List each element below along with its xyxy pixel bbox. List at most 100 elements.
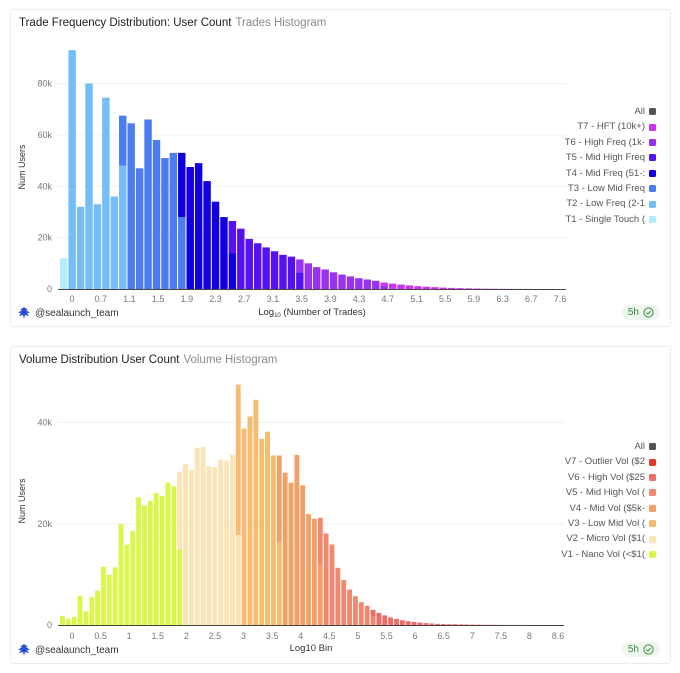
histogram-bar-segment[interactable] xyxy=(228,220,237,254)
histogram-bar[interactable] xyxy=(89,597,95,625)
histogram-bar[interactable] xyxy=(490,288,498,290)
histogram-bar[interactable] xyxy=(237,228,245,289)
histogram-bar[interactable] xyxy=(71,616,77,625)
histogram-bar[interactable] xyxy=(279,254,287,289)
author-handle[interactable]: @sealaunch_team xyxy=(17,307,119,319)
histogram-bar[interactable] xyxy=(228,253,237,289)
histogram-bar[interactable] xyxy=(241,428,247,625)
histogram-bar[interactable] xyxy=(194,447,200,625)
histogram-bar[interactable] xyxy=(380,285,388,289)
histogram-bar[interactable] xyxy=(423,623,429,625)
legend-item[interactable]: T1 - Single Touch ( xyxy=(565,212,656,227)
histogram-bar[interactable] xyxy=(422,286,431,289)
legend-item[interactable]: T3 - Low Mid Freq xyxy=(565,181,656,196)
histogram-bar[interactable] xyxy=(85,83,93,290)
histogram-bar[interactable] xyxy=(119,165,127,289)
histogram-bar[interactable] xyxy=(458,624,464,626)
histogram-bar[interactable] xyxy=(321,269,329,289)
histogram-bar[interactable] xyxy=(439,287,447,289)
histogram-bar[interactable] xyxy=(165,482,171,625)
author-handle[interactable]: @sealaunch_team xyxy=(17,644,119,656)
histogram-bar[interactable] xyxy=(296,272,304,289)
histogram-bar-segment[interactable] xyxy=(177,471,183,550)
histogram-bar[interactable] xyxy=(206,466,212,625)
histogram-bar[interactable] xyxy=(186,167,194,289)
legend-item[interactable]: V7 - Outlier Vol ($2 xyxy=(561,454,656,469)
histogram-bar[interactable] xyxy=(405,621,411,625)
histogram-bar[interactable] xyxy=(382,615,388,625)
histogram-bar[interactable] xyxy=(169,152,178,289)
histogram-bar[interactable] xyxy=(394,618,399,625)
histogram-bar[interactable] xyxy=(77,595,83,625)
legend-item[interactable]: All xyxy=(565,104,656,119)
histogram-bar[interactable] xyxy=(364,605,370,625)
legend-item[interactable]: V1 - Nano Vol (<$1( xyxy=(561,547,656,562)
histogram-bar[interactable] xyxy=(300,485,306,625)
histogram-bar[interactable] xyxy=(464,624,470,626)
histogram-bar[interactable] xyxy=(282,472,288,625)
histogram-bar-segment[interactable] xyxy=(276,455,282,542)
histogram-bar[interactable] xyxy=(388,617,394,625)
legend-item[interactable]: T4 - Mid Freq (51-: xyxy=(565,166,656,181)
histogram-bar[interactable] xyxy=(304,263,312,289)
histogram-bar[interactable] xyxy=(76,206,85,289)
histogram-bar-segment[interactable] xyxy=(317,517,323,565)
histogram-bar[interactable] xyxy=(183,464,188,625)
histogram-bar[interactable] xyxy=(127,123,135,289)
legend-item[interactable]: V2 - Micro Vol ($1( xyxy=(561,531,656,546)
histogram-bar[interactable] xyxy=(144,119,152,289)
histogram-bar[interactable] xyxy=(473,288,481,290)
histogram-bar[interactable] xyxy=(414,286,422,289)
legend-item[interactable]: T7 - HFT (10k+) xyxy=(565,119,656,134)
histogram-bar[interactable] xyxy=(456,288,464,289)
histogram-bar[interactable] xyxy=(270,455,276,625)
histogram-bar[interactable] xyxy=(218,459,224,625)
histogram-bar[interactable] xyxy=(101,566,106,625)
legend-item[interactable]: V4 - Mid Vol ($5k- xyxy=(561,501,656,516)
histogram-bar[interactable] xyxy=(159,495,165,625)
histogram-bar[interactable] xyxy=(102,97,110,289)
histogram-bar[interactable] xyxy=(224,460,229,625)
histogram-bar[interactable] xyxy=(447,287,456,289)
histogram-bar[interactable] xyxy=(353,596,358,625)
histogram-bar[interactable] xyxy=(153,492,159,625)
histogram-bar[interactable] xyxy=(135,168,144,289)
histogram-bar[interactable] xyxy=(287,256,296,289)
histogram-bar[interactable] xyxy=(397,284,405,289)
histogram-bar[interactable] xyxy=(446,624,452,625)
histogram-bar-segment[interactable] xyxy=(178,152,186,218)
histogram-bar[interactable] xyxy=(294,454,300,625)
histogram-bar[interactable] xyxy=(95,590,101,625)
histogram-bar[interactable] xyxy=(112,567,118,625)
legend-item[interactable]: T2 - Low Freq (2-1 xyxy=(565,196,656,211)
histogram-bar[interactable] xyxy=(306,514,311,625)
histogram-bar[interactable] xyxy=(470,624,476,626)
histogram-bar[interactable] xyxy=(245,238,253,289)
histogram-bar[interactable] xyxy=(262,247,270,289)
histogram-bar[interactable] xyxy=(212,467,218,625)
histogram-bar[interactable] xyxy=(363,279,372,289)
histogram-bar[interactable] xyxy=(440,624,446,625)
histogram-bar[interactable] xyxy=(317,564,323,625)
histogram-bar[interactable] xyxy=(142,505,147,625)
histogram-bar[interactable] xyxy=(431,287,439,289)
histogram-bar[interactable] xyxy=(60,615,65,625)
legend-item[interactable]: V6 - High Vol ($25 xyxy=(561,470,656,485)
histogram-bar[interactable] xyxy=(253,399,259,625)
histogram-bar[interactable] xyxy=(338,274,346,289)
histogram-bar[interactable] xyxy=(370,616,376,625)
histogram-bar[interactable] xyxy=(399,620,405,625)
histogram-bar[interactable] xyxy=(124,544,130,625)
histogram-bar[interactable] xyxy=(481,288,490,290)
histogram-bar[interactable] xyxy=(211,201,220,289)
histogram-bar[interactable] xyxy=(372,280,380,289)
histogram-bar[interactable] xyxy=(178,217,186,289)
histogram-bar-segment[interactable] xyxy=(296,259,304,273)
histogram-bar[interactable] xyxy=(253,243,262,289)
histogram-bar[interactable] xyxy=(313,267,321,289)
histogram-bar[interactable] xyxy=(435,623,440,625)
histogram-bar[interactable] xyxy=(335,567,341,625)
histogram-bar[interactable] xyxy=(347,589,353,625)
histogram-bar[interactable] xyxy=(429,623,435,625)
legend-item[interactable]: All xyxy=(561,439,656,454)
